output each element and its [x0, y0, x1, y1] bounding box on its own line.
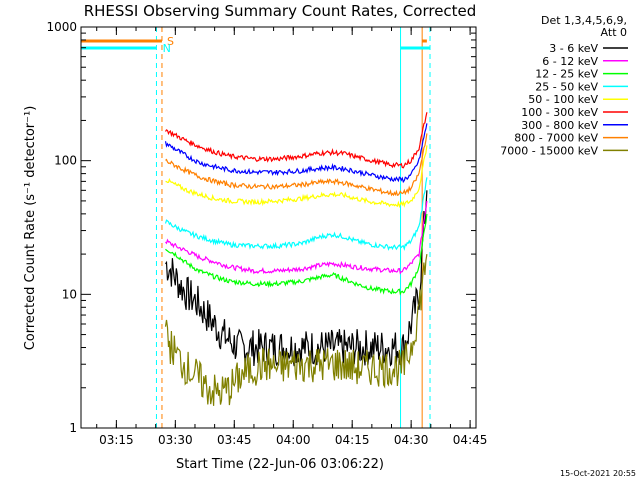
y-tick-label: 100	[54, 154, 77, 168]
y-tick-label: 1000	[46, 20, 77, 34]
y-tick-label: 10	[62, 287, 77, 301]
series-line	[165, 145, 428, 209]
state-annotation: S	[167, 35, 174, 48]
x-tick-label: 04:45	[453, 433, 488, 447]
legend-entry-label: 6 - 12 keV	[542, 55, 598, 68]
plot-frame	[80, 26, 477, 429]
y-axis-label: Corrected Count Rate (s⁻¹ detector⁻¹)	[23, 106, 38, 351]
legend-header: Att 0	[601, 26, 627, 39]
legend-entry-label: 25 - 50 keV	[535, 80, 598, 93]
state-bars: SN	[81, 35, 431, 55]
legend-entry-label: 800 - 7000 keV	[514, 132, 598, 145]
series-line	[165, 133, 428, 197]
x-axis: 03:15 03:30 03:45 04:00 04:15 04:30 04:45	[96, 27, 488, 447]
x-tick-label: 04:30	[394, 433, 429, 447]
footer-timestamp: 15-Oct-2021 20:55	[560, 469, 636, 478]
series-line	[164, 112, 428, 169]
x-tick-label: 03:45	[217, 433, 252, 447]
legend-entry-label: 3 - 6 keV	[549, 42, 598, 55]
x-tick-label: 03:30	[158, 433, 193, 447]
legend-entry-label: 12 - 25 keV	[535, 68, 598, 81]
legend-entry-label: 100 - 300 keV	[521, 106, 598, 119]
y-tick-label: 1	[69, 421, 77, 435]
legend-entry-label: 50 - 100 keV	[528, 93, 598, 106]
x-tick-label: 04:15	[335, 433, 370, 447]
series-line	[164, 177, 428, 251]
series-line	[164, 254, 428, 406]
legend-header: Det 1,3,4,5,6,9,	[541, 14, 627, 27]
series-lines	[164, 112, 428, 406]
x-tick-label: 04:00	[276, 433, 311, 447]
legend-entry-label: 300 - 800 keV	[521, 119, 598, 132]
chart-title: RHESSI Observing Summary Count Rates, Co…	[84, 2, 477, 20]
series-line	[165, 200, 428, 275]
legend-entry-label: 7000 - 15000 keV	[500, 144, 598, 157]
x-tick-label: 03:15	[99, 433, 134, 447]
series-line	[165, 213, 428, 296]
state-annotation: N	[163, 42, 171, 55]
x-axis-label: Start Time (22-Jun-06 03:06:22)	[176, 457, 384, 472]
y-axis: 1 10 100 1000	[46, 20, 476, 435]
series-line	[164, 123, 428, 184]
